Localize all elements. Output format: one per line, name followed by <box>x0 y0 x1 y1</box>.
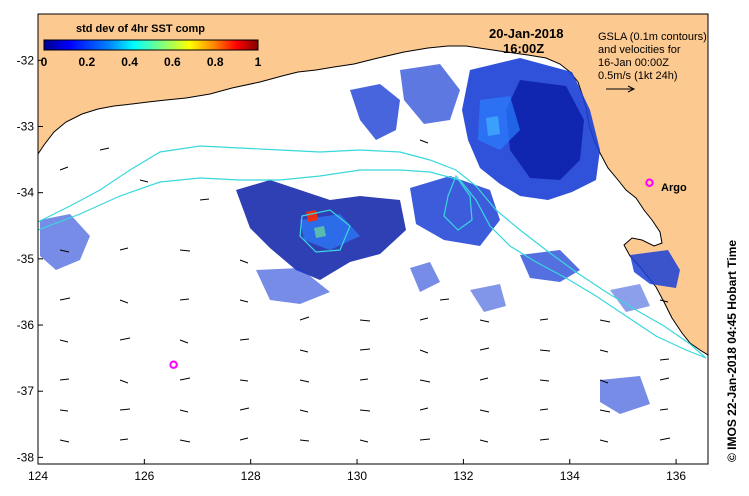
gsla-note-line2: and velocities for <box>598 44 681 56</box>
gsla-contours <box>38 145 707 359</box>
colorbar-legend: std dev of 4hr SST comp 0 0.2 0.4 0.6 0.8 1 <box>41 23 262 69</box>
y-tick-label: -34 <box>17 186 35 200</box>
x-axis: 124 126 128 130 132 134 136 <box>28 459 686 483</box>
x-tick-label: 136 <box>666 469 686 483</box>
map-time: 16:00Z <box>503 41 544 56</box>
gsla-note-line1: GSLA (0.1m contours) <box>598 31 707 43</box>
sst-stddev-field <box>40 58 680 414</box>
colorbar <box>43 39 259 51</box>
scale-arrow <box>606 85 636 93</box>
argo-float-marker <box>169 360 178 369</box>
gsla-note-line3: 16-Jan 00:00Z <box>598 57 669 69</box>
colorbar-tick-label: 0.6 <box>164 55 181 69</box>
argo-float-marker <box>645 178 654 187</box>
velocity-vectors <box>59 139 671 443</box>
y-axis: -32 -33 -34 -35 -36 -37 -38 <box>17 53 43 464</box>
x-tick-label: 132 <box>453 469 473 483</box>
colorbar-tick-label: 0.4 <box>121 55 138 69</box>
x-tick-label: 126 <box>134 469 154 483</box>
x-tick-label: 124 <box>28 469 48 483</box>
colorbar-tick-label: 1 <box>255 55 262 69</box>
colorbar-tick-label: 0 <box>41 55 48 69</box>
argo-markers <box>169 178 654 369</box>
y-tick-label: -38 <box>17 450 35 464</box>
x-tick-label: 128 <box>241 469 261 483</box>
x-tick-label: 130 <box>347 469 367 483</box>
plot-frame <box>37 13 709 465</box>
colorbar-title: std dev of 4hr SST comp <box>76 23 205 35</box>
gsla-note: GSLA (0.1m contours) and velocities for … <box>598 31 707 93</box>
y-tick-label: -36 <box>17 318 35 332</box>
argo-label: Argo <box>661 182 687 194</box>
y-tick-label: -37 <box>17 384 35 398</box>
colorbar-tick-label: 0.8 <box>207 55 224 69</box>
y-tick-label: -35 <box>17 252 35 266</box>
gsla-note-line4: 0.5m/s (1kt 24h) <box>598 70 677 82</box>
x-tick-label: 134 <box>560 469 580 483</box>
map-date: 20-Jan-2018 <box>489 26 563 41</box>
colorbar-ticks: 0 0.2 0.4 0.6 0.8 1 <box>41 55 262 69</box>
y-tick-label: -33 <box>17 120 35 134</box>
y-tick-label: -32 <box>17 53 35 67</box>
colorbar-tick-label: 0.2 <box>78 55 95 69</box>
credit-text: © IMOS 22-Jan-2018 04:45 Hobart Time <box>725 240 739 462</box>
